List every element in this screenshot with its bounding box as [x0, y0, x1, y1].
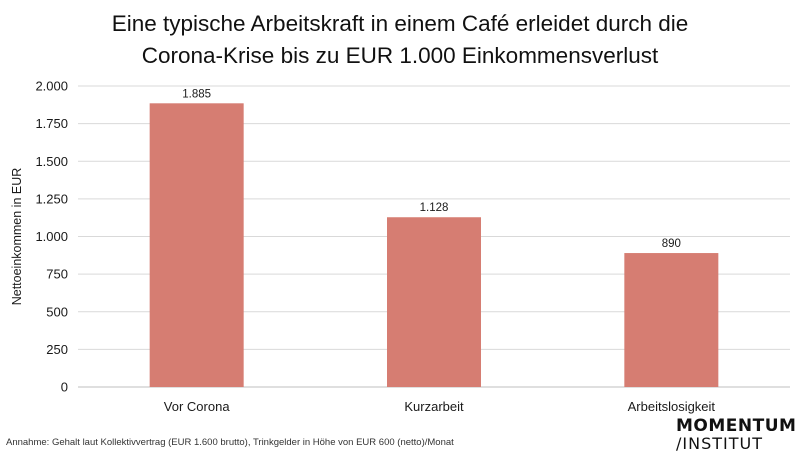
- logo-line-1: MOMENTUM: [676, 416, 797, 436]
- logo-line-2-text: INSTITUT: [682, 434, 763, 453]
- bar-value-label: 1.885: [182, 88, 211, 100]
- y-tick-label: 750: [46, 267, 68, 282]
- bar: [624, 253, 719, 387]
- chart-title: Eine typische Arbeitskraft in einem Café…: [0, 8, 800, 72]
- y-tick-label: 1.000: [35, 229, 68, 244]
- chart-title-line-1: Eine typische Arbeitskraft in einem Café…: [111, 11, 689, 36]
- footnote: Annahme: Gehalt laut Kollektivvertrag (E…: [6, 437, 454, 448]
- y-tick-label: 250: [46, 342, 68, 357]
- y-tick-label: 1.500: [35, 154, 68, 169]
- y-tick-label: 1.250: [35, 191, 68, 206]
- x-tick-label: Vor Corona: [164, 399, 231, 414]
- bar-value-label: 890: [662, 238, 681, 250]
- x-tick-label: Arbeitslosigkeit: [628, 399, 716, 414]
- y-tick-label: 2.000: [35, 79, 68, 94]
- logo-line-2: /INSTITUT: [676, 434, 763, 453]
- bar: [387, 217, 481, 387]
- y-tick-label: 1.750: [35, 116, 68, 131]
- y-tick-label: 500: [46, 304, 68, 319]
- y-tick-label: 0: [61, 380, 68, 395]
- bar: [149, 103, 244, 388]
- chart-title-line-2: Corona-Krise bis zu EUR 1.000 Einkommens…: [141, 43, 659, 68]
- momentum-institut-logo: MOMENTUM /INSTITUT: [676, 417, 796, 453]
- y-axis-label: Nettoeinkommen in EUR: [10, 168, 24, 306]
- x-tick-label: Kurzarbeit: [404, 399, 464, 414]
- bar-value-label: 1.128: [420, 202, 449, 214]
